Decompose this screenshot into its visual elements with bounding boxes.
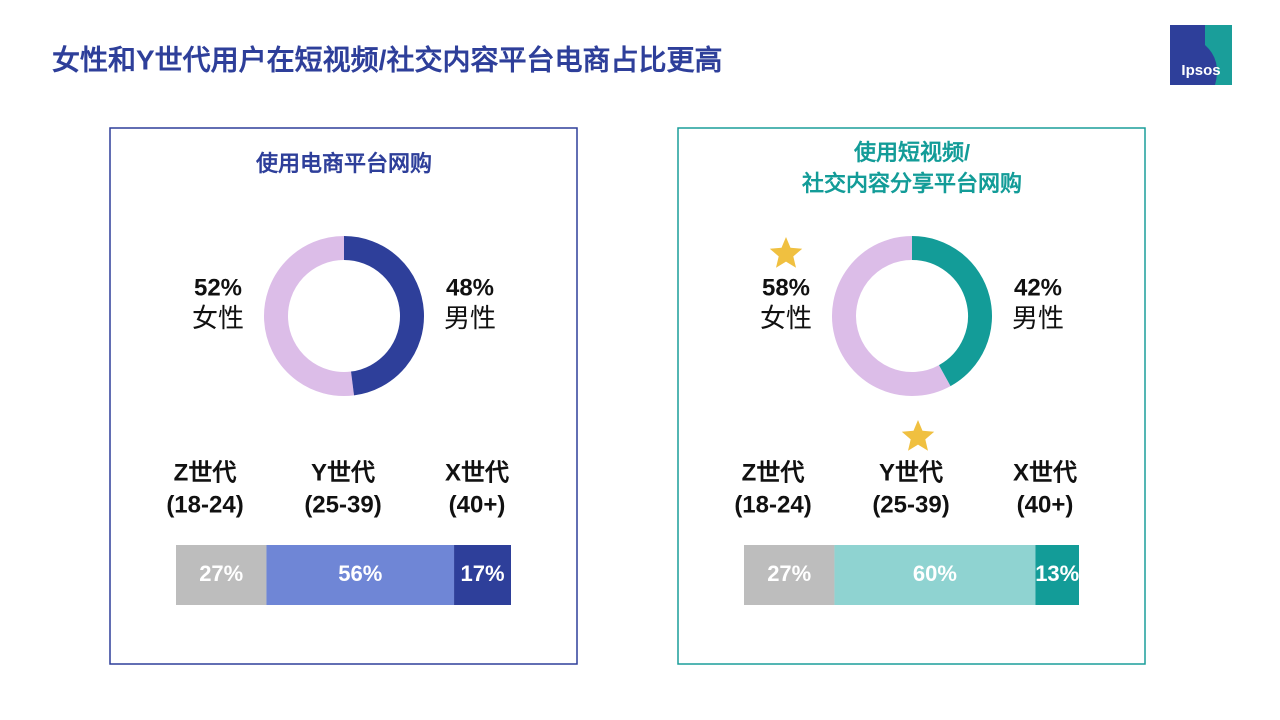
generation-label: Z世代 xyxy=(742,459,805,486)
donut-value-label: 42% xyxy=(1014,274,1062,301)
panel-border xyxy=(109,127,578,665)
highlight-star xyxy=(769,237,803,268)
donut-category-label: 女性 xyxy=(760,303,812,333)
panel-title: 社交内容分享平台网购 xyxy=(802,171,1022,196)
generation-range: (18-24) xyxy=(166,491,243,518)
bar-segment xyxy=(454,545,511,605)
generation-label: Y世代 xyxy=(311,459,375,486)
logo-accent xyxy=(1205,25,1232,85)
donut-segment xyxy=(832,236,951,396)
donut-segment xyxy=(343,236,424,396)
generation-range: (40+) xyxy=(449,491,506,518)
bar-segment xyxy=(834,545,1036,605)
bar-segment xyxy=(176,545,267,605)
panel-title: 使用电商平台网购 xyxy=(255,151,432,176)
generation-label: X世代 xyxy=(445,459,509,486)
donut-category-label: 男性 xyxy=(1012,303,1064,333)
generation-range: (25-39) xyxy=(872,491,949,518)
donut-category-label: 女性 xyxy=(192,303,244,333)
bar-value-label: 13% xyxy=(1035,561,1079,586)
donut-value-label: 48% xyxy=(446,274,494,301)
panel-border xyxy=(677,127,1146,665)
bar-value-label: 56% xyxy=(338,561,382,586)
donut-value-label: 58% xyxy=(762,274,810,301)
logo-text: Ipsos xyxy=(1181,62,1220,79)
logo: Ipsos xyxy=(1170,25,1232,85)
generation-range: (25-39) xyxy=(304,491,381,518)
bar-value-label: 27% xyxy=(199,561,243,586)
generation-label: X世代 xyxy=(1013,459,1077,486)
donut-value-label: 52% xyxy=(194,274,242,301)
highlight-star xyxy=(901,420,935,451)
bar-segment xyxy=(1035,545,1079,605)
bar-value-label: 17% xyxy=(461,561,505,586)
bar-value-label: 60% xyxy=(913,561,957,586)
generation-label: Y世代 xyxy=(879,459,943,486)
generation-range: (40+) xyxy=(1017,491,1074,518)
generation-range: (18-24) xyxy=(734,491,811,518)
donut-segment xyxy=(911,236,992,387)
donut-segment xyxy=(264,236,355,396)
bar-segment xyxy=(266,545,455,605)
generation-label: Z世代 xyxy=(174,459,237,486)
donut-category-label: 男性 xyxy=(444,303,496,333)
bar-segment xyxy=(744,545,835,605)
bar-value-label: 27% xyxy=(767,561,811,586)
panel-title: 使用短视频/ xyxy=(853,140,970,165)
slide-title: 女性和Y世代用户在短视频/社交内容平台电商占比更高 xyxy=(52,43,722,75)
